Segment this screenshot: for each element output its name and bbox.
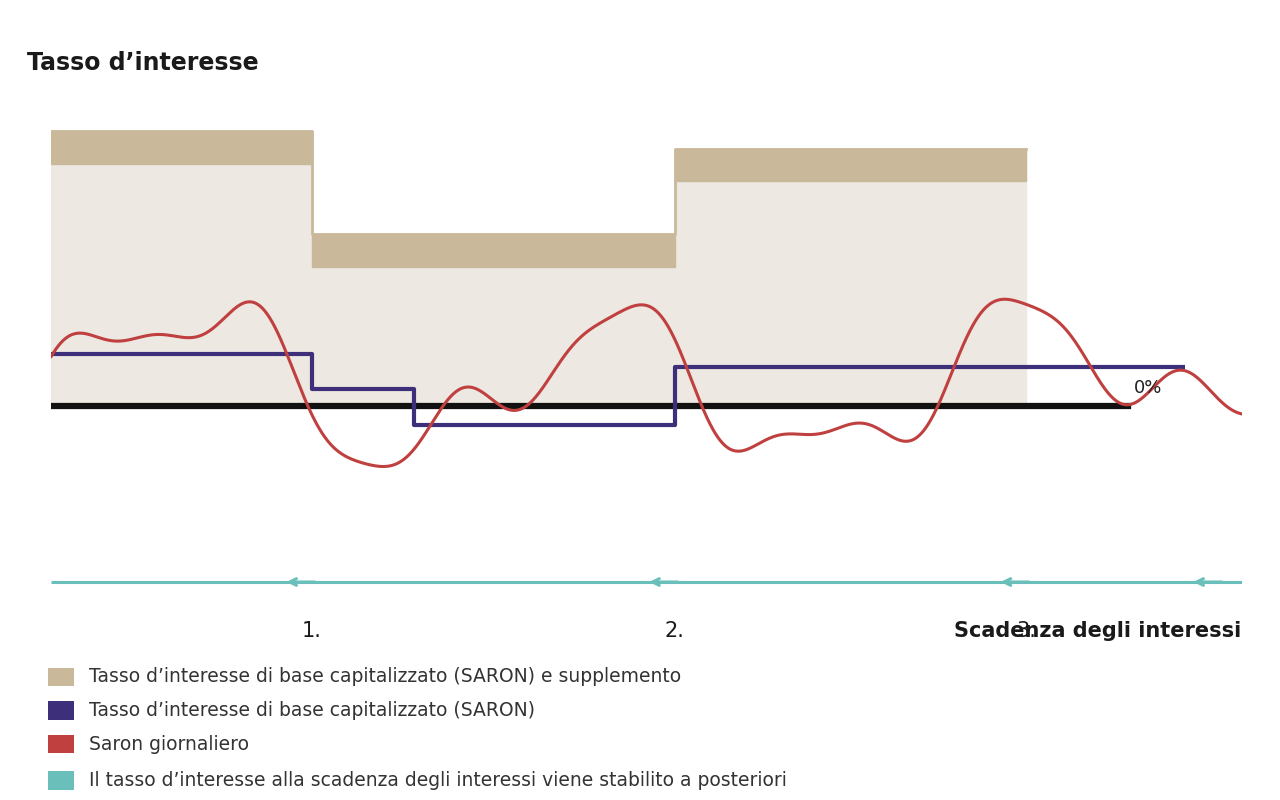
Bar <box>49 771 74 790</box>
Text: Scadenza degli interessi: Scadenza degli interessi <box>955 621 1242 641</box>
Text: 3.: 3. <box>1016 621 1036 641</box>
Bar <box>49 702 74 719</box>
Text: Saron giornaliero: Saron giornaliero <box>88 734 248 754</box>
Polygon shape <box>51 131 312 406</box>
Text: 1.: 1. <box>302 621 321 641</box>
Polygon shape <box>51 131 312 164</box>
Polygon shape <box>312 234 675 406</box>
Bar <box>49 735 74 753</box>
Text: Il tasso d’interesse alla scadenza degli interessi viene stabilito a posteriori: Il tasso d’interesse alla scadenza degli… <box>88 771 787 790</box>
Polygon shape <box>312 234 675 267</box>
Text: Tasso d’interesse: Tasso d’interesse <box>27 51 259 75</box>
Bar <box>49 668 74 686</box>
Text: Tasso d’interesse di base capitalizzato (SARON) e supplemento: Tasso d’interesse di base capitalizzato … <box>88 667 681 686</box>
Polygon shape <box>675 149 1027 406</box>
Text: Tasso d’interesse di base capitalizzato (SARON): Tasso d’interesse di base capitalizzato … <box>88 701 535 720</box>
Text: 0%: 0% <box>1134 379 1162 397</box>
Polygon shape <box>675 149 1027 181</box>
Text: 2.: 2. <box>664 621 685 641</box>
